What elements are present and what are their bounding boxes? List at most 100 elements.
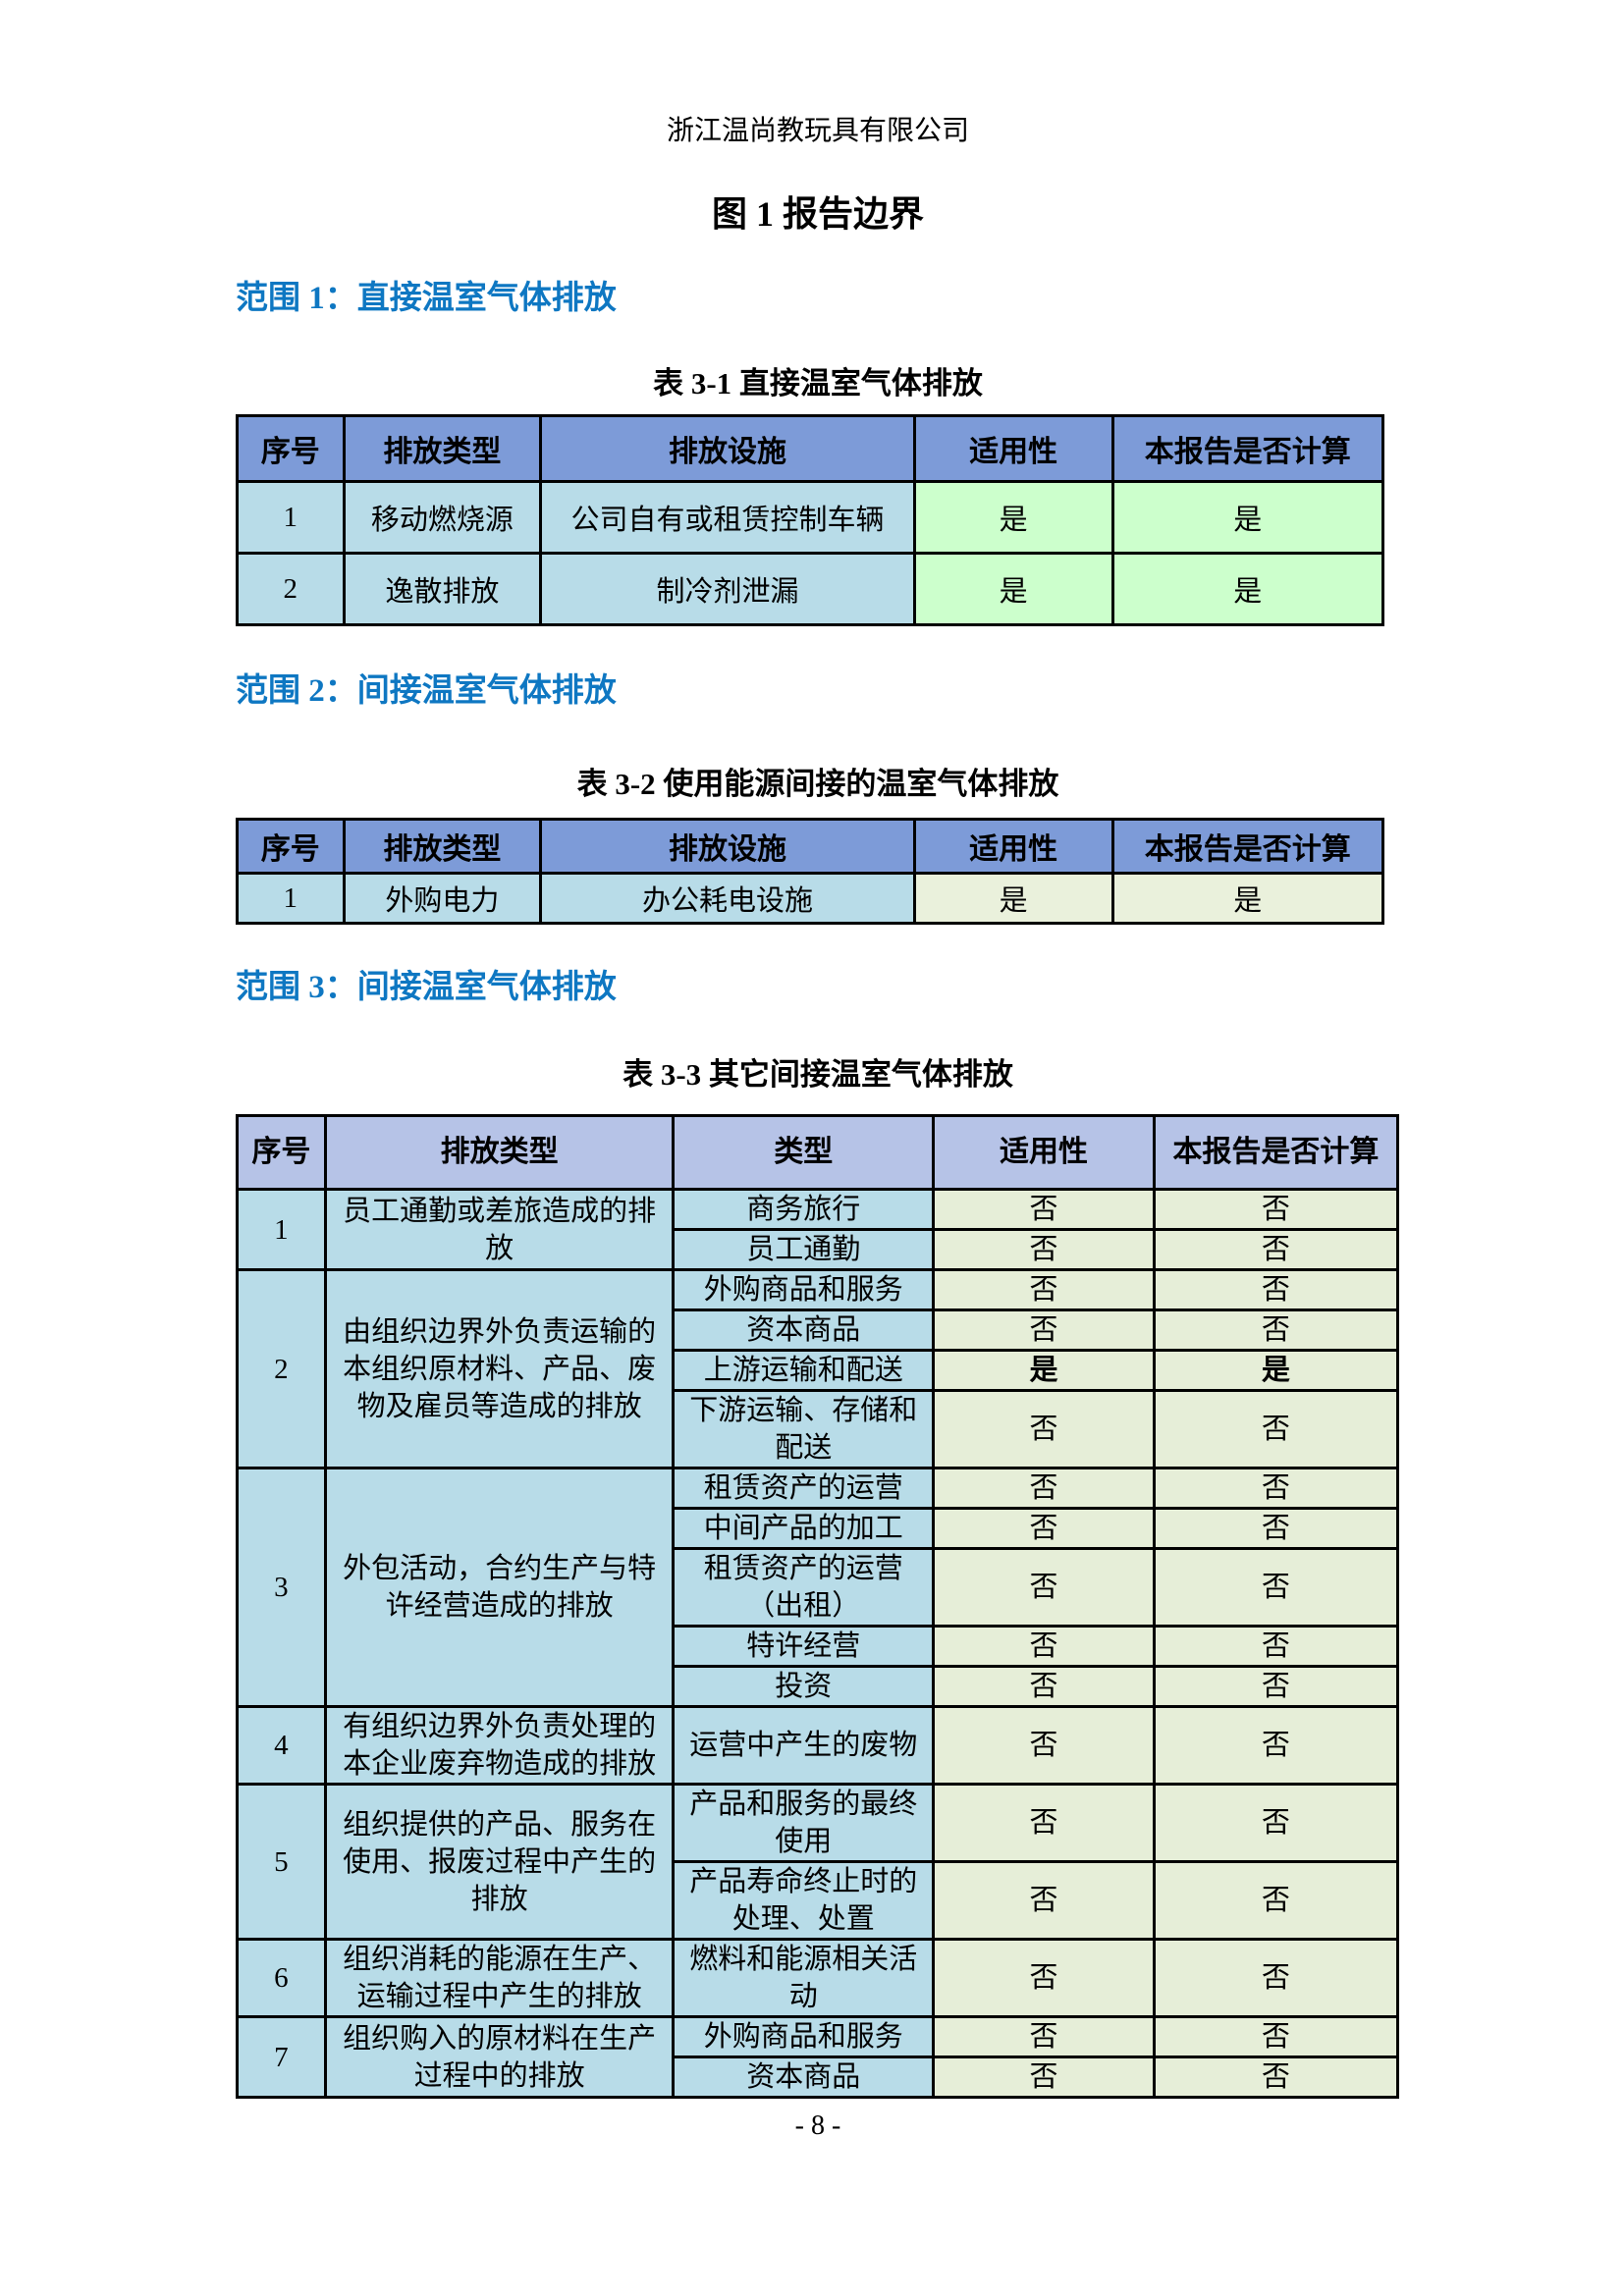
cell-seq: 5 — [236, 1783, 327, 1941]
cell-seq: 3 — [236, 1467, 327, 1708]
table-row: 下游运输、存储和配送否否 — [238, 1389, 1400, 1469]
table-row: 2 逸散排放 制冷剂泄漏是是 — [236, 552, 1385, 626]
cell-calculated: 否 — [1152, 1389, 1400, 1469]
column-header-calculated: 本报告是否计算 — [1110, 414, 1385, 483]
cell-applicability: 否 — [932, 2015, 1156, 2058]
cell-calculated: 否 — [1152, 1228, 1400, 1271]
company-name-header: 浙江温尚教玩具有限公司 — [666, 116, 969, 146]
table-3-3-caption: 表 3-3 其它间接温室气体排放 — [623, 1057, 1013, 1092]
column-header-facility: 排放设施 — [539, 818, 916, 875]
cell-category: 运营中产生的废物 — [672, 1705, 936, 1786]
cell-category: 燃料和能源相关活动 — [672, 1938, 936, 2018]
cell-applicability: 否 — [932, 1308, 1156, 1352]
cell-category: 商务旅行 — [672, 1188, 936, 1231]
cell-calculated: 否 — [1152, 2056, 1400, 2099]
cell-emission-type: 外购电力 — [342, 872, 543, 925]
cell-emission-type: 由组织边界外负责运输的本组织原材料、产品、废物及雇员等造成的排放 — [323, 1268, 676, 1469]
table-row: 特许经营否否 — [238, 1625, 1400, 1668]
cell-calculated: 否 — [1152, 1625, 1400, 1668]
table-row: 6 组织消耗的能源在生产、运输过程中产生的排放 燃料和能源相关活动否否 — [236, 1938, 1400, 2018]
cell-seq: 1 — [236, 1188, 327, 1271]
column-header-emission-type: 排放类型 — [342, 414, 543, 483]
cell-category: 特许经营 — [672, 1625, 936, 1668]
page-title: 图 1 报告边界 — [711, 194, 924, 234]
cell-category: 外购商品和服务 — [672, 1268, 936, 1311]
cell-applicability: 否 — [932, 1860, 1156, 1941]
cell-applicability: 否 — [932, 1467, 1156, 1510]
table-row: 上游运输和配送是是 — [238, 1349, 1400, 1392]
cell-applicability: 是 — [912, 480, 1114, 555]
table-row: 资本商品否否 — [238, 1308, 1400, 1352]
table-row: 中间产品的加工否否 — [238, 1507, 1400, 1550]
table-header-row: 序号 排放类型 类型 适用性 本报告是否计算 — [236, 1114, 1400, 1191]
cell-applicability: 否 — [932, 1547, 1156, 1628]
cell-seq: 4 — [236, 1705, 327, 1786]
cell-calculated: 否 — [1152, 1308, 1400, 1352]
cell-applicability: 否 — [932, 1268, 1156, 1311]
cell-applicability: 否 — [932, 1625, 1156, 1668]
cell-applicability: 是 — [932, 1349, 1156, 1392]
cell-category: 租赁资产的运营（出租） — [672, 1547, 936, 1628]
cell-facility: 制冷剂泄漏 — [539, 552, 916, 626]
table-3-2-caption: 表 3-2 使用能源间接的温室气体排放 — [576, 767, 1059, 801]
table-row: 1 移动燃烧源 公司自有或租赁控制车辆是是 — [236, 480, 1385, 555]
column-header-applicability: 适用性 — [912, 414, 1114, 483]
column-header-seq: 序号 — [236, 1114, 327, 1191]
column-header-calculated: 本报告是否计算 — [1110, 818, 1385, 875]
table-row: 投资否否 — [238, 1665, 1400, 1708]
cell-calculated: 否 — [1152, 2015, 1400, 2058]
cell-emission-type: 有组织边界外负责处理的本企业废弃物造成的排放 — [323, 1705, 676, 1786]
table-row: 1 员工通勤或差旅造成的排放 商务旅行否否 — [236, 1188, 1400, 1271]
table-3-2-energy-indirect-emissions: 序号 排放类型 排放设施 适用性 本报告是否计算 1 外购电力 办公耗电设施是是 — [236, 818, 1385, 925]
column-header-calculated: 本报告是否计算 — [1152, 1114, 1400, 1191]
cell-facility: 公司自有或租赁控制车辆 — [539, 480, 916, 555]
cell-applicability: 否 — [932, 1188, 1156, 1231]
cell-category: 上游运输和配送 — [672, 1349, 936, 1392]
section-heading-scope-2: 范围 2：间接温室气体排放 — [236, 673, 617, 709]
cell-applicability: 否 — [932, 1228, 1156, 1271]
cell-category: 产品和服务的最终使用 — [672, 1783, 936, 1863]
cell-facility: 办公耗电设施 — [539, 872, 916, 925]
table-row: 3 外包活动，合约生产与特许经营造成的排放 租赁资产的运营否否 — [236, 1467, 1400, 1708]
cell-seq: 1 — [236, 480, 346, 555]
table-row: 产品寿命终止时的处理、处置否否 — [238, 1860, 1400, 1941]
cell-emission-type: 组织购入的原材料在生产过程中的排放 — [323, 2015, 676, 2099]
cell-calculated: 否 — [1152, 1467, 1400, 1510]
cell-category: 下游运输、存储和配送 — [672, 1389, 936, 1469]
cell-calculated: 否 — [1152, 1547, 1400, 1628]
column-header-applicability: 适用性 — [932, 1114, 1156, 1191]
cell-category: 产品寿命终止时的处理、处置 — [672, 1860, 936, 1941]
section-heading-scope-3: 范围 3：间接温室气体排放 — [236, 970, 617, 1005]
cell-seq: 1 — [236, 872, 346, 925]
table-row: 5 组织提供的产品、服务在使用、报废过程中产生的排放 产品和服务的最终使用否否 — [236, 1783, 1400, 1941]
cell-applicability: 否 — [932, 1507, 1156, 1550]
section-heading-scope-1: 范围 1：直接温室气体排放 — [236, 281, 617, 316]
cell-category: 投资 — [672, 1665, 936, 1708]
cell-category: 资本商品 — [672, 2056, 936, 2099]
column-header-applicability: 适用性 — [912, 818, 1114, 875]
cell-emission-type: 组织消耗的能源在生产、运输过程中产生的排放 — [323, 1938, 676, 2018]
cell-category: 员工通勤 — [672, 1228, 936, 1271]
cell-emission-type: 逸散排放 — [342, 552, 543, 626]
cell-calculated: 否 — [1152, 1507, 1400, 1550]
cell-emission-type: 移动燃烧源 — [342, 480, 543, 555]
table-3-3-other-indirect-emissions: 序号 排放类型 类型 适用性 本报告是否计算 1 员工通勤或差旅造成的排放 商务旅行… — [236, 1114, 1400, 2099]
column-header-facility: 排放设施 — [539, 414, 916, 483]
table-3-1-direct-emissions: 序号 排放类型 排放设施 适用性 本报告是否计算 1 移动燃烧源 公司自有或租赁控制… — [236, 414, 1385, 626]
table-header-row: 序号 排放类型 排放设施 适用性 本报告是否计算 — [236, 818, 1385, 875]
cell-emission-type: 外包活动，合约生产与特许经营造成的排放 — [323, 1467, 676, 1708]
cell-emission-type: 员工通勤或差旅造成的排放 — [323, 1188, 676, 1271]
cell-calculated: 否 — [1152, 1268, 1400, 1311]
table-row: 员工通勤否否 — [238, 1228, 1400, 1271]
cell-calculated: 否 — [1152, 1665, 1400, 1708]
column-header-emission-type: 排放类型 — [323, 1114, 676, 1191]
cell-calculated: 是 — [1110, 480, 1385, 555]
table-row: 4 有组织边界外负责处理的本企业废弃物造成的排放 运营中产生的废物否否 — [236, 1705, 1400, 1786]
cell-seq: 6 — [236, 1938, 327, 2018]
cell-calculated: 否 — [1152, 1705, 1400, 1786]
cell-emission-type: 组织提供的产品、服务在使用、报废过程中产生的排放 — [323, 1783, 676, 1941]
table-row: 7 组织购入的原材料在生产过程中的排放 外购商品和服务否否 — [236, 2015, 1400, 2099]
cell-applicability: 否 — [932, 1783, 1156, 1863]
table-3-1-caption: 表 3-1 直接温室气体排放 — [653, 366, 983, 400]
page-number: - 8 - — [794, 2110, 841, 2141]
